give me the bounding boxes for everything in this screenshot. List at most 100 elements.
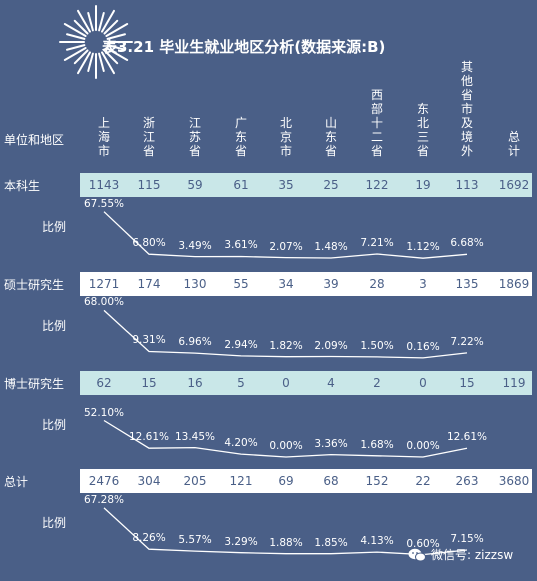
row-label: 本科生 — [4, 179, 41, 193]
table-cell: 174 — [137, 277, 161, 291]
table-cell: 22 — [415, 474, 431, 488]
ratio-label: 比例 — [42, 418, 67, 432]
sun-ray — [103, 19, 119, 35]
ratio-label: 比例 — [42, 516, 67, 530]
sun-ray — [98, 12, 105, 32]
table-cell: 2476 — [88, 474, 120, 488]
watermark-text: 微信号: zizzsw — [431, 548, 514, 562]
percent-label: 1.68% — [360, 438, 394, 451]
table-cell: 62 — [96, 376, 112, 390]
table-cell: 34 — [278, 277, 294, 291]
percent-label: 3.61% — [224, 239, 258, 252]
row-band — [80, 173, 532, 197]
table-cell: 35 — [278, 178, 294, 192]
percent-label: 1.88% — [269, 536, 303, 549]
sun-ray — [77, 51, 91, 75]
row-band — [80, 469, 532, 493]
table-cell: 69 — [278, 474, 294, 488]
percent-label: 12.61% — [128, 431, 170, 444]
table-cell: 4 — [327, 376, 335, 390]
column-header: 西部十二省 — [370, 88, 383, 158]
percent-series-line — [103, 309, 468, 359]
sun-ray — [66, 33, 86, 40]
sun-ray — [105, 23, 129, 37]
table-cell: 61 — [233, 178, 249, 192]
column-header: 上海市 — [97, 116, 110, 158]
table-cell: 119 — [502, 376, 526, 390]
percent-label: 67.28% — [83, 493, 125, 506]
percent-label: 7.22% — [450, 335, 484, 348]
sun-ray — [63, 47, 87, 61]
table-cell: 68 — [323, 474, 339, 488]
ratio-label: 比例 — [42, 220, 67, 234]
sun-ray — [101, 51, 115, 75]
percent-label: 6.96% — [178, 336, 212, 349]
page-title: 表3.21 毕业生就业地区分析(数据来源:B) — [102, 38, 386, 56]
table-cell: 121 — [229, 474, 253, 488]
percent-label: 2.09% — [314, 339, 348, 352]
table-cell: 152 — [365, 474, 389, 488]
column-header: 江苏省 — [188, 116, 201, 158]
table-cell: 55 — [233, 277, 249, 291]
column-header: 总计 — [507, 130, 520, 158]
table-cell: 19 — [415, 178, 431, 192]
table-cell: 2 — [373, 376, 381, 390]
percent-label: 2.94% — [224, 338, 258, 351]
percent-label: 1.82% — [269, 339, 303, 352]
table-cell: 113 — [455, 178, 479, 192]
table-cell: 39 — [323, 277, 339, 291]
wechat-icon — [408, 548, 426, 561]
column-header: 广东省 — [234, 116, 247, 158]
percent-label: 3.49% — [178, 239, 212, 252]
percent-label: 2.07% — [269, 240, 303, 253]
table-cell: 1869 — [498, 277, 530, 291]
percent-label: 67.55% — [83, 197, 125, 210]
column-header: 北京市 — [279, 116, 292, 158]
percent-label: 5.57% — [178, 534, 212, 547]
header-label: 单位和地区 — [4, 133, 65, 147]
row-band — [80, 272, 532, 296]
table-cell: 115 — [137, 178, 161, 192]
percent-label: 3.36% — [314, 437, 348, 450]
percent-label: 7.15% — [450, 532, 484, 545]
sun-ray — [77, 9, 91, 33]
sun-ray — [106, 44, 126, 51]
column-header: 东北三省 — [416, 102, 429, 158]
percent-label: 12.61% — [446, 431, 488, 444]
sun-ray — [106, 33, 126, 40]
table-cell: 1692 — [498, 178, 530, 192]
table-cell: 205 — [183, 474, 207, 488]
row-label: 博士研究生 — [4, 377, 65, 391]
sun-ray — [73, 49, 89, 65]
table-cell: 15 — [141, 376, 157, 390]
row-label: 硕士研究生 — [4, 278, 65, 292]
table-cell: 28 — [369, 277, 385, 291]
table-cell: 1143 — [88, 178, 120, 192]
table-cell: 0 — [419, 376, 427, 390]
table-cell: 135 — [455, 277, 479, 291]
sun-ray — [87, 52, 94, 72]
row-band — [80, 371, 532, 395]
sun-ray — [103, 49, 119, 65]
table-cell: 16 — [187, 376, 203, 390]
table-cell: 304 — [137, 474, 161, 488]
table-cell: 130 — [183, 277, 207, 291]
sunburst-icon — [59, 5, 133, 79]
table-cell: 1271 — [88, 277, 120, 291]
percent-label: 52.10% — [83, 406, 125, 419]
percent-label: 7.21% — [360, 236, 394, 249]
sun-ray — [73, 19, 89, 35]
table-cell: 5 — [237, 376, 245, 390]
percent-label: 13.45% — [174, 430, 216, 443]
percent-label: 3.29% — [224, 535, 258, 548]
percent-label: 0.00% — [269, 440, 303, 452]
percent-series-line — [103, 419, 468, 458]
sun-ray — [105, 47, 129, 61]
row-label: 总计 — [4, 475, 29, 489]
column-header: 山东省 — [324, 116, 337, 158]
column-header: 其他省市及境外 — [460, 60, 473, 158]
percent-label: 68.00% — [83, 296, 125, 309]
percent-series-line — [103, 211, 468, 259]
